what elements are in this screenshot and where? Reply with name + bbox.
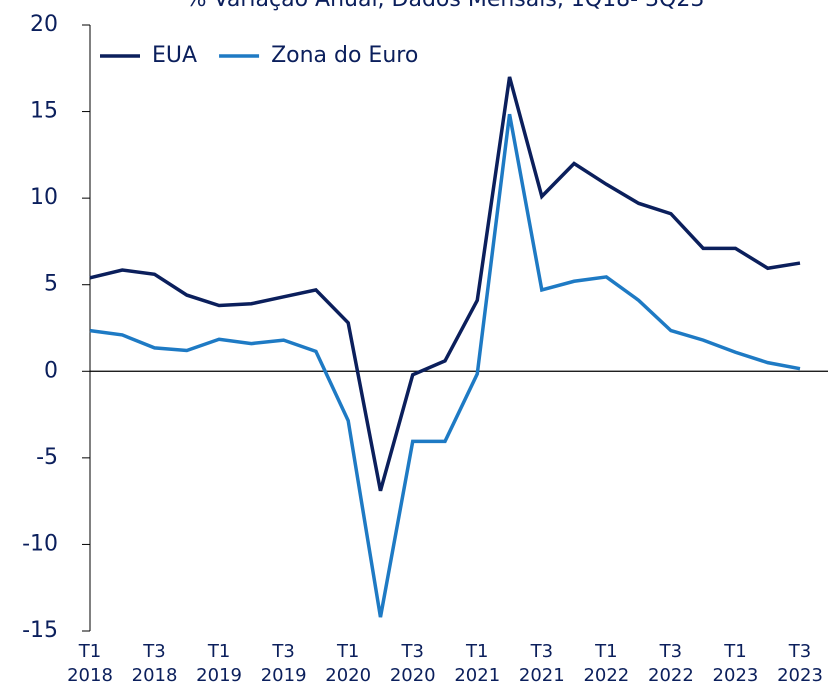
x-tick-label: T1 2018 [67,641,113,686]
x-tick-label: T1 2022 [583,641,630,686]
line-series [89,113,801,618]
x-tick-label: T3 2020 [389,641,436,686]
y-tick-label: 10 [30,185,58,210]
x-tick-label: T1 2019 [196,641,242,686]
x-tick-label: T3 2021 [518,641,565,686]
y-tick-label: 0 [44,358,58,383]
x-tick-label: T1 2020 [325,641,372,686]
line-series [89,76,801,492]
legend-label: EUA [152,43,197,68]
y-tick-label: -15 [22,618,58,643]
y-tick-label: 20 [30,12,58,37]
x-tick-label: T3 2019 [260,641,307,686]
y-tick-label: 5 [44,272,58,297]
x-tick-label: T1 2021 [454,641,501,686]
x-tick-label: T3 2022 [648,641,694,686]
x-tick-label: T3 2018 [131,641,178,686]
chart-title: % Variação Anual, Dados Mensais, 1Q18- 3… [186,0,705,12]
y-tick-label: 15 [30,99,58,124]
legend-label: Zona do Euro [271,43,418,68]
x-tick-label: T3 2023 [777,641,823,686]
x-tick-label: T1 2023 [712,641,759,686]
y-tick-label: -5 [36,445,58,470]
y-tick-label: -10 [22,531,58,556]
